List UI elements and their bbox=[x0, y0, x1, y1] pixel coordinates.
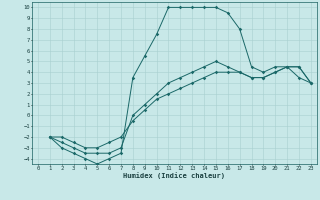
X-axis label: Humidex (Indice chaleur): Humidex (Indice chaleur) bbox=[124, 172, 225, 179]
